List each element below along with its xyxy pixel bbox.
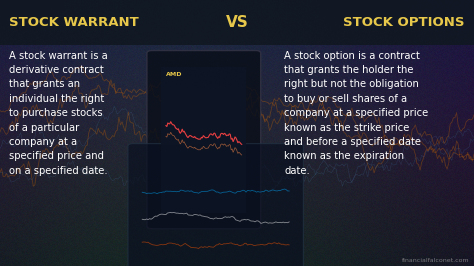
Bar [199, 0, 275, 45]
Text: A stock option is a contract
that grants the holder the
right but not the obliga: A stock option is a contract that grants… [284, 51, 428, 176]
Text: A stock warrant is a
derivative contract
that grants an
individual the right
to : A stock warrant is a derivative contract… [9, 51, 108, 176]
FancyBboxPatch shape [161, 66, 246, 213]
Text: STOCK WARRANT: STOCK WARRANT [9, 16, 139, 29]
FancyBboxPatch shape [147, 51, 261, 229]
Text: VS: VS [226, 15, 248, 30]
Text: financialfalconet.com: financialfalconet.com [401, 258, 469, 263]
Text: STOCK OPTIONS: STOCK OPTIONS [343, 16, 465, 29]
Bar [275, 0, 474, 45]
Text: AMD: AMD [166, 72, 182, 77]
Bar [0, 0, 199, 45]
FancyBboxPatch shape [128, 144, 303, 266]
